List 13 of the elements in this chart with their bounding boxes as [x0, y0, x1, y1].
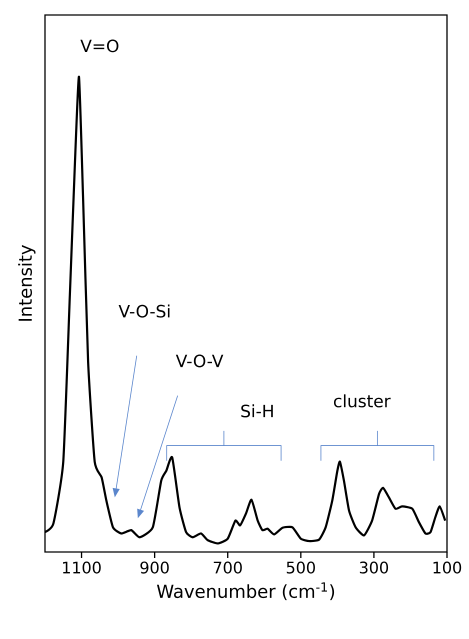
x-tick-label: 900: [140, 562, 169, 574]
annotation: V-O-Si: [118, 304, 170, 318]
y-axis-title: Intensity: [18, 245, 36, 321]
text: V=O: [80, 39, 118, 52]
x-tick-label: 500: [286, 562, 315, 574]
x-axis-title: Wavenumber (cm$^{-1}$): [156, 582, 334, 600]
annotation: V-O-V: [176, 354, 224, 368]
annotation: Si-H: [241, 404, 273, 418]
x-tick-label: 1100: [63, 562, 101, 574]
x-tick-label: 100: [434, 562, 462, 574]
x-tick-label: 700: [214, 562, 242, 574]
x-tick-label: 300: [360, 562, 388, 574]
annotation: cluster: [334, 394, 391, 408]
